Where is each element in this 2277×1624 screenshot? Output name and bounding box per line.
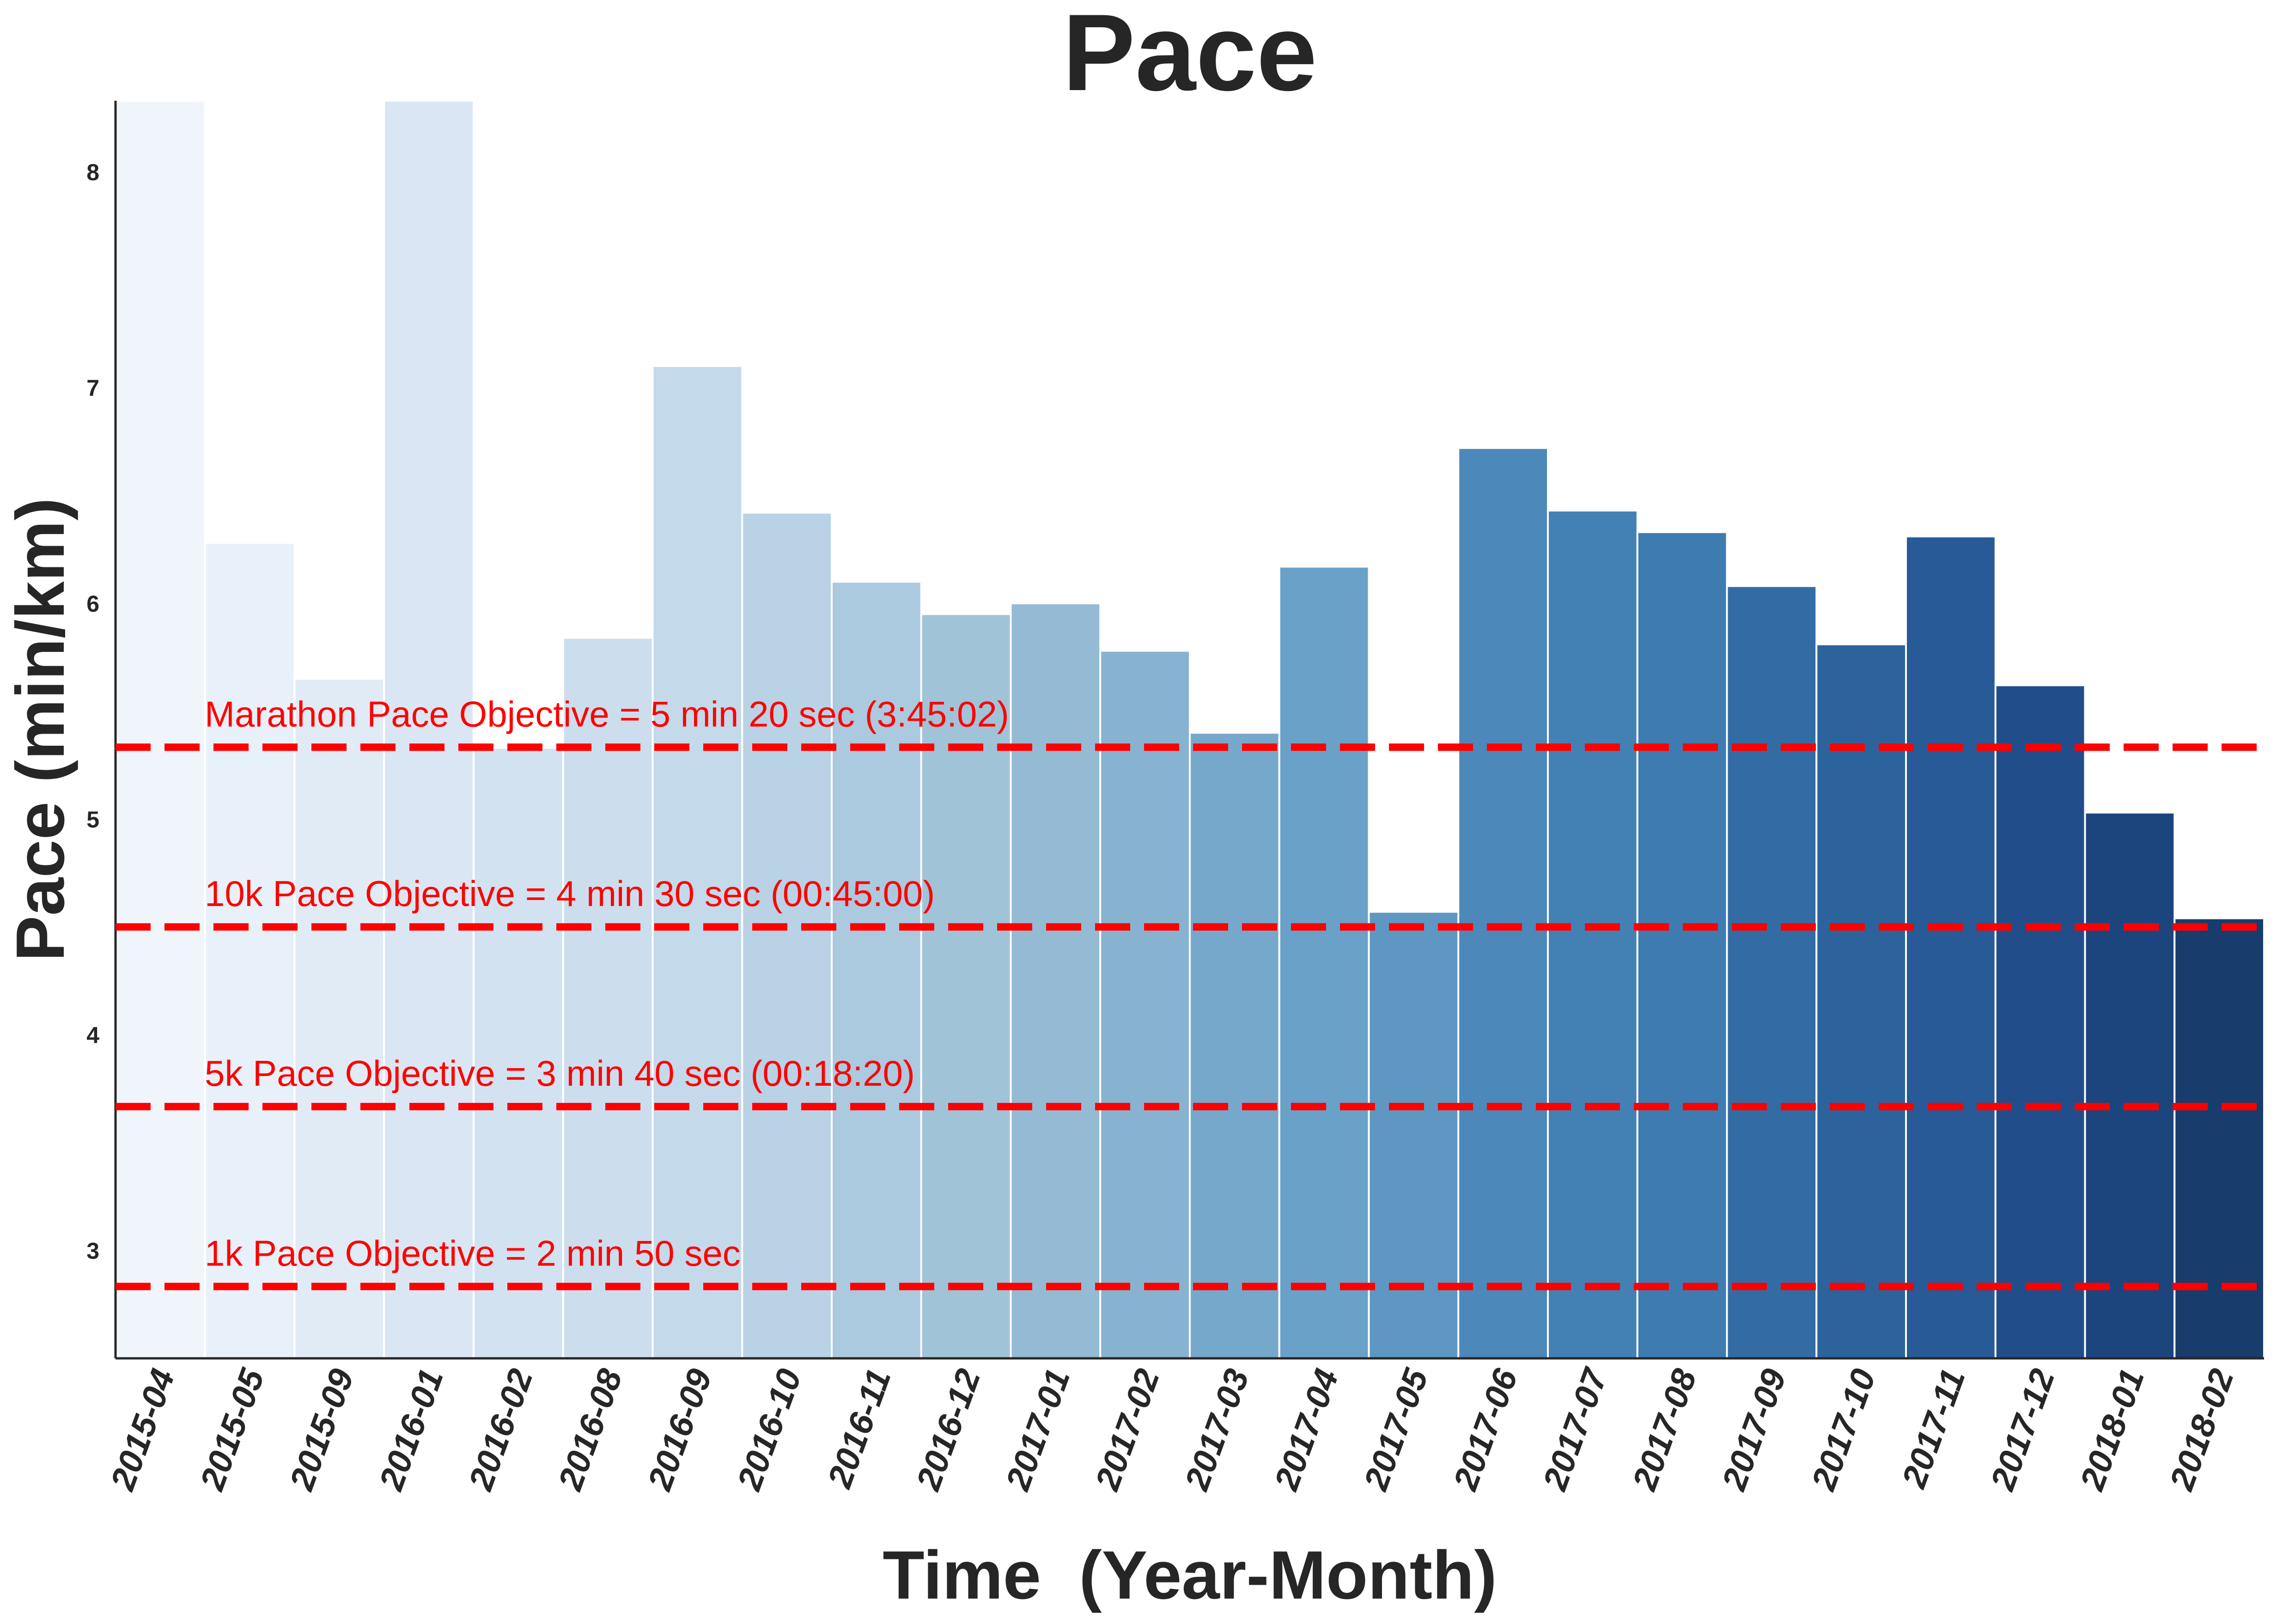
bar-2016-01: [383, 100, 475, 1359]
bar-2017-02: [1099, 650, 1191, 1359]
x-tick-label: 2017-08: [1625, 1363, 1704, 1496]
bar-2018-02: [2174, 917, 2265, 1359]
bars-layer: [115, 100, 2265, 1360]
x-tick-label: 2018-01: [2072, 1364, 2152, 1496]
y-ticks: 3 4 5 6 7 8: [86, 159, 99, 1264]
x-tick-label: 2017-11: [1894, 1364, 1973, 1493]
bar-2017-12: [1994, 684, 2086, 1359]
bar-2018-01: [2084, 811, 2176, 1359]
x-tick-label: 2017-12: [1983, 1364, 2062, 1496]
bar-2016-12: [920, 613, 1012, 1359]
bar-2016-10: [741, 511, 833, 1359]
x-tick-label: 2018-02: [2162, 1364, 2241, 1496]
reference-line-label: 1k Pace Objective = 2 min 50 sec: [205, 1233, 741, 1274]
y-tick-label: 3: [86, 1238, 99, 1264]
x-tick-label: 2016-09: [640, 1364, 719, 1496]
bar-2015-09: [293, 678, 385, 1359]
bar-2017-04: [1278, 566, 1370, 1359]
x-tick-label: 2016-01: [371, 1364, 451, 1496]
x-tick-label: 2017-07: [1535, 1362, 1615, 1496]
y-tick-label: 6: [86, 591, 99, 617]
y-tick-label: 8: [86, 159, 99, 185]
reference-line-label: 10k Pace Objective = 4 min 30 sec (00:45…: [205, 873, 935, 914]
axes-layer: [114, 101, 2264, 1360]
bar-2017-07: [1547, 510, 1638, 1359]
reference-lines: Marathon Pace Objective = 5 min 20 sec (…: [116, 693, 2264, 1290]
x-tick-label: 2017-01: [998, 1364, 1078, 1496]
x-axis-label: Time (Year-Month): [883, 1537, 1497, 1613]
bar-2015-04: [115, 100, 206, 1359]
x-tick-label: 2015-04: [103, 1364, 182, 1496]
x-tick-label: 2017-09: [1714, 1364, 1794, 1496]
bar-2016-02: [473, 747, 564, 1359]
y-tick-label: 4: [86, 1022, 99, 1048]
x-tick-label: 2017-06: [1446, 1363, 1525, 1496]
bar-2017-08: [1636, 531, 1728, 1359]
x-tick-label: 2017-05: [1356, 1363, 1436, 1496]
bar-2017-09: [1726, 585, 1818, 1359]
bar-2016-08: [562, 637, 654, 1359]
x-tick-label: 2017-10: [1804, 1364, 1883, 1496]
bar-2015-05: [204, 542, 296, 1359]
bar-2017-05: [1368, 911, 1460, 1359]
x-tick-label: 2017-02: [1088, 1364, 1167, 1496]
bar-2016-09: [651, 365, 743, 1360]
x-tick-label: 2016-12: [908, 1364, 988, 1496]
x-tick-label: 2015-09: [282, 1364, 361, 1496]
y-axis-label: Pace (min/km): [2, 498, 79, 961]
bar-2017-11: [1905, 535, 1997, 1359]
x-tick-label: 2017-03: [1177, 1364, 1256, 1496]
x-tick-label: 2017-04: [1266, 1364, 1346, 1496]
x-tick-label: 2016-10: [730, 1364, 809, 1496]
x-tick-label: 2015-05: [192, 1363, 272, 1496]
chart-title: Pace: [1062, 0, 1317, 114]
x-ticks: 2015-04 2015-05 2015-09 2016-01 2016-02 2016-…: [103, 1362, 2241, 1496]
x-tick-label: 2016-08: [550, 1363, 630, 1496]
bar-2017-01: [1010, 602, 1102, 1359]
reference-line-label: 5k Pace Objective = 3 min 40 sec (00:18:…: [205, 1053, 915, 1094]
y-tick-label: 5: [86, 807, 99, 833]
bar-2017-03: [1189, 732, 1280, 1359]
bar-2017-10: [1815, 643, 1907, 1359]
bar-2017-06: [1457, 447, 1549, 1359]
reference-line-label: Marathon Pace Objective = 5 min 20 sec (…: [205, 693, 1009, 734]
x-tick-label: 2016-02: [461, 1364, 540, 1496]
y-tick-label: 7: [86, 375, 99, 401]
x-tick-label: 2016-11: [820, 1364, 898, 1493]
